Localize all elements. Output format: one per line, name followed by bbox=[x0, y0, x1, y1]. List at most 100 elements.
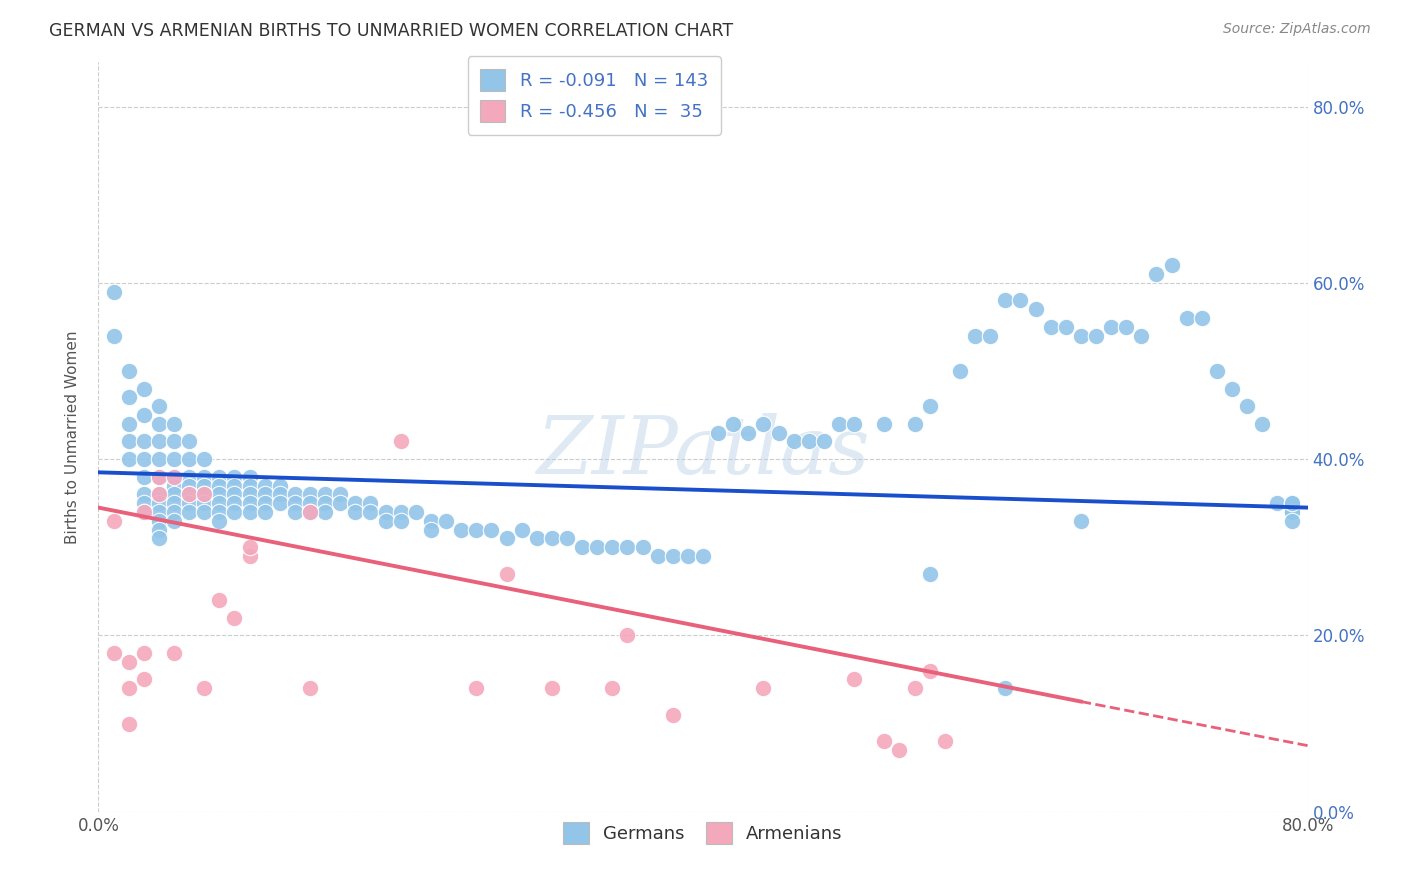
Point bbox=[163, 478, 186, 492]
Point bbox=[193, 505, 215, 519]
Point bbox=[284, 496, 307, 510]
Point bbox=[1144, 267, 1167, 281]
Point bbox=[163, 496, 186, 510]
Point bbox=[723, 417, 745, 431]
Point bbox=[132, 382, 155, 396]
Point bbox=[374, 505, 396, 519]
Point bbox=[224, 487, 246, 501]
Point bbox=[208, 514, 231, 528]
Point bbox=[193, 496, 215, 510]
Point bbox=[495, 532, 517, 546]
Point bbox=[1070, 328, 1092, 343]
Point bbox=[148, 514, 170, 528]
Point bbox=[1281, 514, 1303, 528]
Point bbox=[253, 505, 276, 519]
Point bbox=[389, 505, 412, 519]
Point bbox=[253, 478, 276, 492]
Point bbox=[299, 496, 322, 510]
Point bbox=[269, 487, 291, 501]
Point bbox=[314, 487, 336, 501]
Point bbox=[904, 681, 927, 696]
Point bbox=[132, 452, 155, 467]
Point bbox=[813, 434, 835, 449]
Point bbox=[179, 496, 201, 510]
Point bbox=[918, 566, 941, 581]
Point bbox=[179, 487, 201, 501]
Point bbox=[1160, 258, 1182, 272]
Point bbox=[481, 523, 503, 537]
Point bbox=[163, 505, 186, 519]
Point bbox=[132, 505, 155, 519]
Point bbox=[208, 487, 231, 501]
Point bbox=[239, 469, 262, 483]
Point bbox=[132, 469, 155, 483]
Point bbox=[132, 408, 155, 422]
Point bbox=[631, 541, 654, 555]
Point bbox=[269, 496, 291, 510]
Point bbox=[979, 328, 1001, 343]
Point bbox=[1054, 319, 1077, 334]
Point bbox=[193, 452, 215, 467]
Point bbox=[103, 514, 125, 528]
Point bbox=[994, 293, 1017, 308]
Point bbox=[540, 532, 562, 546]
Point bbox=[193, 681, 215, 696]
Point bbox=[1281, 496, 1303, 510]
Point bbox=[844, 417, 866, 431]
Point bbox=[163, 469, 186, 483]
Point bbox=[118, 716, 141, 731]
Point bbox=[752, 417, 775, 431]
Point bbox=[465, 681, 488, 696]
Point bbox=[450, 523, 472, 537]
Point bbox=[647, 549, 669, 563]
Point bbox=[239, 478, 262, 492]
Point bbox=[737, 425, 759, 440]
Point bbox=[360, 496, 382, 510]
Point bbox=[148, 487, 170, 501]
Point bbox=[344, 505, 367, 519]
Point bbox=[934, 734, 956, 748]
Point bbox=[193, 478, 215, 492]
Point bbox=[1010, 293, 1032, 308]
Point bbox=[1191, 311, 1213, 326]
Point bbox=[420, 523, 443, 537]
Point bbox=[752, 681, 775, 696]
Point bbox=[314, 496, 336, 510]
Point bbox=[118, 681, 141, 696]
Point bbox=[994, 681, 1017, 696]
Point bbox=[555, 532, 578, 546]
Point bbox=[208, 478, 231, 492]
Point bbox=[571, 541, 593, 555]
Point bbox=[239, 505, 262, 519]
Point bbox=[179, 434, 201, 449]
Point bbox=[918, 399, 941, 413]
Point bbox=[873, 417, 896, 431]
Point bbox=[1099, 319, 1122, 334]
Point bbox=[148, 434, 170, 449]
Point bbox=[1085, 328, 1108, 343]
Point bbox=[284, 505, 307, 519]
Point bbox=[179, 469, 201, 483]
Y-axis label: Births to Unmarried Women: Births to Unmarried Women bbox=[65, 330, 80, 544]
Point bbox=[208, 496, 231, 510]
Point bbox=[360, 505, 382, 519]
Point bbox=[148, 399, 170, 413]
Point bbox=[1206, 364, 1229, 378]
Point bbox=[1251, 417, 1274, 431]
Point bbox=[299, 681, 322, 696]
Point bbox=[148, 469, 170, 483]
Point bbox=[495, 566, 517, 581]
Point bbox=[389, 514, 412, 528]
Point bbox=[148, 417, 170, 431]
Point bbox=[692, 549, 714, 563]
Point bbox=[540, 681, 562, 696]
Point bbox=[329, 487, 352, 501]
Point bbox=[163, 487, 186, 501]
Point bbox=[707, 425, 730, 440]
Point bbox=[118, 434, 141, 449]
Point bbox=[224, 611, 246, 625]
Point bbox=[163, 514, 186, 528]
Point bbox=[1024, 302, 1046, 317]
Legend: Germans, Armenians: Germans, Armenians bbox=[557, 815, 849, 851]
Point bbox=[118, 452, 141, 467]
